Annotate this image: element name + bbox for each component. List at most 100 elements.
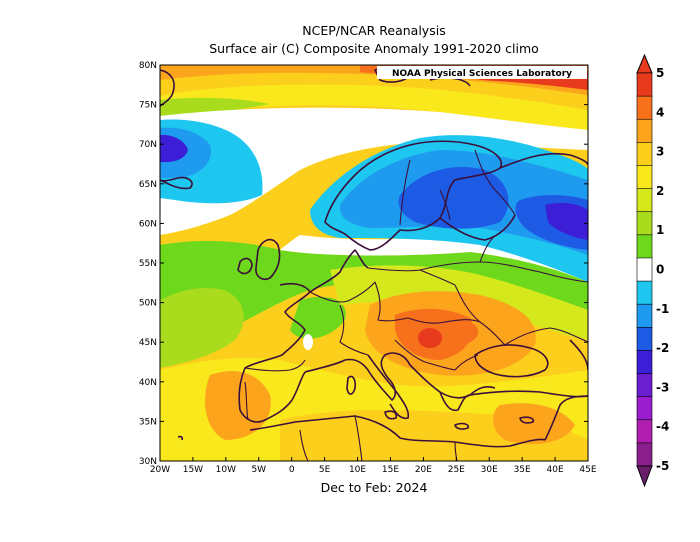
iceland-coast (160, 176, 193, 190)
border-spain-portugal (244, 381, 249, 421)
colorbar-label: -1 (656, 302, 669, 316)
crete-coast (454, 422, 470, 430)
levant-coast (544, 395, 588, 441)
lat-tick-label: 70N (139, 140, 157, 150)
ireland-coast (237, 257, 253, 275)
colorbar-label: 1 (656, 223, 664, 237)
title-line-2: Surface air (C) Composite Anomaly 1991-2… (209, 41, 539, 56)
lat-tick-label: 65N (139, 180, 157, 190)
colorbar-swatch (636, 396, 653, 421)
france-iberia-coast (238, 282, 311, 423)
lon-tick-label: 35E (514, 465, 531, 475)
lat-tick-label: 50N (139, 299, 157, 309)
italy-coast (367, 354, 410, 420)
lon-tick-label: 30E (481, 465, 498, 475)
lon-tick-label: 45E (579, 465, 596, 475)
colorbar-swatch (636, 72, 653, 97)
lon-tick-label: 0 (289, 465, 295, 475)
lon-tick-label: 40E (547, 465, 564, 475)
lat-tick-label: 30N (139, 457, 157, 467)
field-white-spot (303, 334, 313, 350)
title-line-1: NCEP/NCAR Reanalysis (302, 23, 445, 38)
lon-tick-label: 5E (319, 465, 331, 475)
colorbar-swatch (636, 142, 653, 167)
border-morocco-algeria (299, 429, 309, 461)
greece-coast (439, 391, 471, 412)
lat-tick-label: 55N (139, 259, 157, 269)
lat-tick-label: 40N (139, 378, 157, 388)
north-sea-coast (309, 249, 369, 293)
med-north-coast (304, 352, 496, 401)
field-russia-purple (545, 202, 588, 240)
colorbar-label: -5 (656, 459, 669, 473)
colorbar-swatch (636, 188, 653, 213)
credit-label: NOAA Physical Sciences Laboratory (392, 69, 572, 79)
border-romania-bulgaria (454, 354, 479, 371)
north-africa-coast (249, 415, 546, 448)
colorbar-swatch (636, 442, 653, 467)
border-czech-slovakia (407, 317, 481, 324)
colorbar-swatch (636, 211, 653, 236)
border-finland-russia (474, 149, 516, 216)
barents-coast (499, 152, 588, 169)
lon-tick-label: 10W (216, 465, 236, 475)
field-finland-deep (398, 167, 509, 229)
sardinia-coast (346, 375, 356, 395)
border-russia-belarus (419, 261, 588, 283)
border-spain-france (244, 359, 306, 372)
colorbar-top-arrow (636, 53, 653, 74)
field-lime-west (160, 288, 244, 368)
colorbar-swatch (636, 165, 653, 190)
lon-tick-label: 15W (183, 465, 203, 475)
bottom-title: Dec to Feb: 2024 (321, 480, 428, 495)
lat-tick-label: 75N (139, 101, 157, 111)
field-iberia-orange (205, 371, 271, 440)
border-ukraine (454, 284, 506, 346)
border-balkans (394, 339, 456, 371)
border-russia-caucasus (504, 327, 588, 346)
border-norway-sweden (399, 159, 411, 226)
border-sweden-finland (439, 189, 451, 221)
great-britain-coast (255, 238, 281, 281)
lon-tick-label: 20E (415, 465, 432, 475)
field-arctic-lime (160, 97, 270, 116)
colorbar-bottom-arrow (636, 465, 653, 488)
lat-tick-label: 60N (139, 219, 157, 229)
field-hotspot-core (418, 328, 442, 348)
lat-tick-label: 45N (139, 338, 157, 348)
colorbar-label: 4 (656, 105, 664, 119)
colorbar-label: 0 (656, 263, 664, 277)
border-germany-poland (374, 281, 409, 322)
colorbar-swatch (636, 303, 653, 329)
colorbar-label: -3 (656, 380, 669, 394)
field-greenland-deep (160, 134, 188, 163)
colorbar-swatch (636, 234, 653, 259)
border-benelux (309, 281, 376, 303)
colorbar-swatch (636, 373, 653, 398)
border-algeria-tunisia (354, 415, 363, 461)
colorbar-label: -4 (656, 420, 669, 434)
canary-coast (177, 435, 184, 441)
lat-axis: 80N 75N 70N 65N 60N 55N 50N 45N 40N 35N 30N (139, 61, 588, 467)
colorbar: 5 4 3 2 1 0 -1 -2 -3 -4 -5 (636, 53, 669, 488)
baltic-coast (439, 214, 516, 241)
cyprus-coast (519, 416, 535, 424)
colorbar-swatch (636, 350, 653, 375)
black-sea-coast (474, 344, 549, 378)
colorbar-swatch (636, 419, 653, 444)
field-green-belt (160, 240, 588, 352)
lat-tick-label: 35N (139, 417, 157, 427)
colorbar-label: 5 (656, 66, 664, 80)
colorbar-swatch (636, 280, 653, 305)
colorbar-label: 3 (656, 145, 664, 159)
lon-tick-label: 5W (251, 465, 266, 475)
sicily-coast (384, 410, 398, 420)
colorbar-swatch (636, 118, 653, 144)
field-romania-hot (450, 321, 479, 344)
field-middle-east-orange (493, 403, 575, 445)
colorbar-label: 2 (656, 184, 664, 198)
lon-tick-label: 10E (349, 465, 366, 475)
lon-tick-label: 20W (150, 465, 170, 475)
